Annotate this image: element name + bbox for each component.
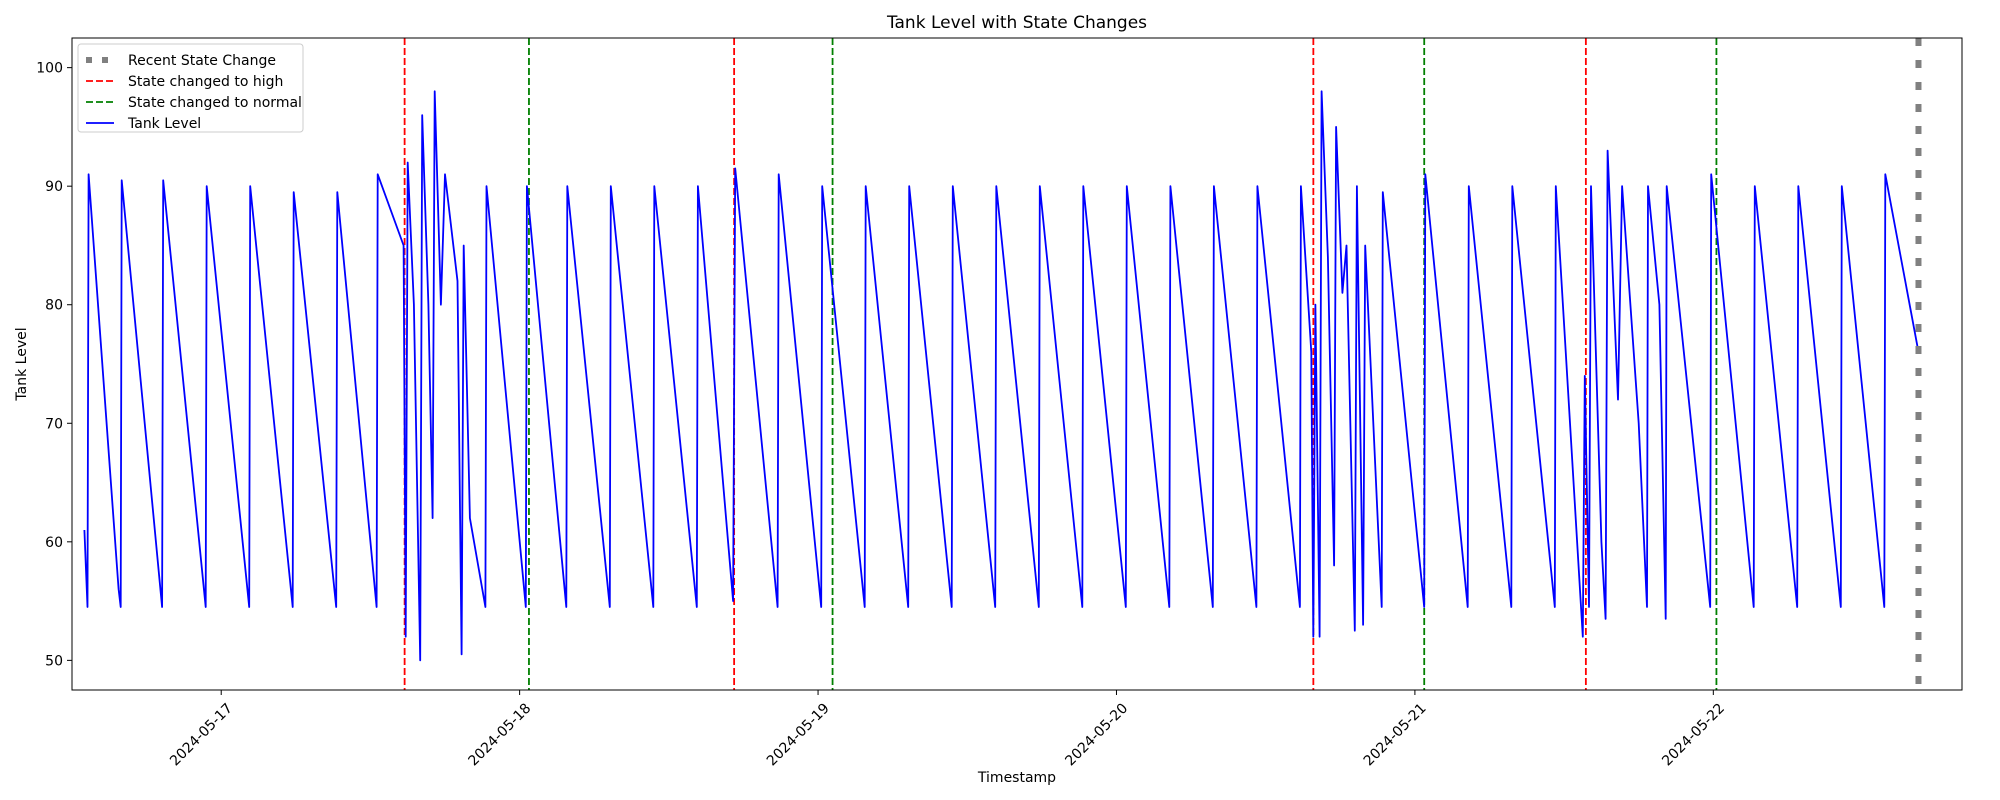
legend-box [77,43,304,133]
x-tick-label: 2024-05-22 [1659,700,1728,769]
x-tick-label: 2024-05-18 [466,700,535,769]
x-axis-title: Timestamp [977,770,1056,786]
y-axis-title: Tank Level [14,327,30,401]
legend-label: Recent State Change [128,53,276,69]
legend: Recent State Change State changed to high… [77,43,304,133]
plot-frame [71,37,1963,691]
chart-title: Tank Level with State Changes [886,13,1147,33]
y-tick-label: 80 [45,298,63,314]
legend-label: Tank Level [127,116,201,132]
series-layer [83,90,1920,662]
y-axis-ticks: 50 60 70 80 90 100 [36,61,72,669]
y-tick-label: 90 [45,179,63,195]
legend-label: State changed to normal [128,95,302,111]
tank-level-line [83,90,1920,662]
x-tick-label: 2024-05-20 [1062,700,1131,769]
state-change-lines [403,38,1718,690]
y-tick-label: 60 [45,535,63,551]
y-tick-label: 50 [45,653,63,669]
y-tick-label: 100 [36,61,63,77]
x-tick-label: 2024-05-19 [764,700,833,769]
x-tick-label: 2024-05-21 [1361,700,1430,769]
x-axis-ticks: 2024-05-17 2024-05-18 2024-05-19 2024-05-20… [167,690,1728,769]
x-tick-label: 2024-05-17 [167,700,236,769]
y-tick-label: 70 [45,416,63,432]
legend-label: State changed to high [128,74,283,90]
